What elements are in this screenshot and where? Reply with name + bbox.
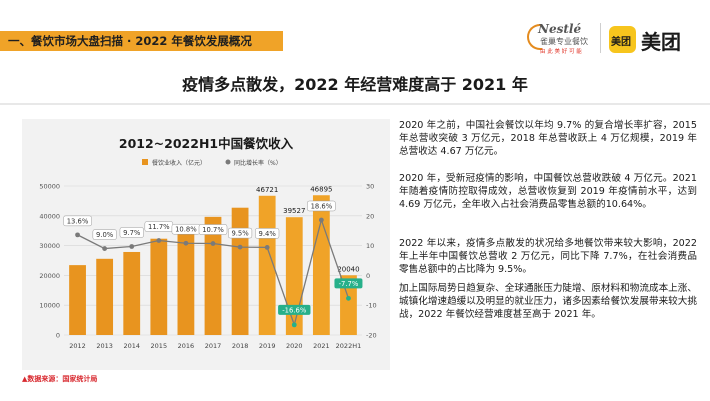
bar — [177, 228, 195, 335]
growth-point — [291, 322, 297, 328]
x-axis-tick: 2015 — [151, 342, 168, 350]
section-header-bar: 一、餐饮市场大盘扫描 · 2022 年餐饮发展概况 — [0, 31, 283, 51]
x-axis-tick: 2013 — [96, 342, 113, 350]
bar — [312, 195, 330, 335]
meituan-logo-text: 美团 — [641, 30, 681, 54]
x-axis-tick: 2018 — [232, 342, 249, 350]
logo-divider — [600, 23, 601, 53]
nestle-logo: Nestlé 雀巢专业餐饮 由 此 美 好 可 能 — [527, 22, 589, 55]
bar — [231, 207, 249, 335]
right-axis-tick: 10 — [366, 242, 374, 250]
legend-bar-label: 餐饮业收入（亿元） — [152, 159, 206, 167]
paragraph-1: 2020 年之前，中国社会餐饮以年均 9.7% 的复合增长率扩容，2015 年总… — [399, 120, 697, 157]
chart-title: 2012~2022H1中国餐饮收入 — [119, 136, 294, 151]
nestle-subtitle: 雀巢专业餐饮 — [540, 37, 588, 46]
growth-data-label: 10.7% — [202, 226, 224, 234]
bar — [285, 217, 303, 335]
bar-data-label: 39527 — [283, 207, 305, 215]
growth-label-box — [255, 228, 280, 239]
x-axis-tick: 2017 — [205, 342, 222, 350]
bar — [150, 238, 168, 335]
growth-data-label: 13.6% — [67, 217, 89, 225]
bar — [340, 275, 357, 335]
growth-point — [210, 241, 216, 246]
meituan-logo-box: 美团 — [609, 26, 636, 53]
growth-label-box — [63, 215, 92, 227]
growth-point — [346, 295, 351, 301]
growth-label-box — [228, 227, 253, 239]
x-axis-tick: 2022H1 — [336, 342, 362, 350]
left-axis-tick: 10000 — [39, 302, 60, 310]
left-axis-tick: 50000 — [39, 183, 60, 191]
left-axis-tick: 40000 — [39, 212, 60, 220]
growth-point — [264, 244, 270, 250]
growth-data-label: 18.6% — [311, 202, 333, 210]
growth-data-label: 9.4% — [259, 230, 277, 238]
nestle-tagline: 由 此 美 好 可 能 — [540, 49, 582, 55]
bar — [96, 258, 114, 335]
growth-data-label: 11.7% — [148, 223, 170, 231]
x-axis-tick: 2020 — [286, 342, 303, 350]
legend-bar-swatch — [142, 159, 148, 165]
growth-point — [129, 244, 135, 249]
growth-data-label: 10.8% — [175, 226, 197, 234]
bar — [204, 216, 222, 335]
right-axis-tick: 20 — [366, 212, 374, 220]
growth-point — [156, 238, 162, 243]
paragraph-2: 2020 年，受新冠疫情的影响，中国餐饮总营收跌破 4 万亿元。2021 年随着… — [399, 173, 697, 210]
header-divider — [0, 103, 710, 105]
growth-data-label: 9.5% — [231, 230, 249, 238]
x-axis-tick: 2012 — [69, 342, 86, 350]
growth-data-label: -7.7% — [339, 280, 359, 288]
growth-point — [318, 217, 324, 223]
nestle-ring-icon — [527, 24, 542, 50]
left-axis-tick: 0 — [56, 332, 60, 340]
paragraph-4: 加上国际局势日趋复杂、全球通胀压力陡增、原材料和物流成本上涨、城镇化增速趋缓以及… — [399, 283, 697, 320]
meituan-box-text: 美团 — [611, 37, 631, 48]
data-source: ▲数据来源：国家统计局 — [22, 375, 98, 383]
growth-label-box — [334, 278, 363, 289]
growth-label-box — [92, 229, 117, 240]
legend-line-label: 同比增长率（%） — [234, 159, 282, 167]
growth-point — [75, 232, 80, 238]
x-axis-tick: 2014 — [123, 342, 140, 350]
growth-label-box — [198, 224, 228, 235]
growth-point — [102, 246, 108, 251]
section-title: 一、餐饮市场大盘扫描 · 2022 年餐饮发展概况 — [8, 34, 252, 48]
bar — [69, 265, 86, 335]
x-axis-tick: 2019 — [259, 342, 276, 350]
growth-point — [183, 240, 189, 246]
right-axis-tick: 0 — [366, 272, 370, 280]
bar-data-label: 46895 — [310, 185, 332, 193]
bar — [123, 251, 141, 335]
right-axis-tick: 30 — [366, 183, 374, 191]
x-axis-tick: 2021 — [313, 342, 330, 350]
growth-data-label: 9.0% — [96, 231, 114, 239]
legend-line-swatch — [225, 159, 231, 165]
left-axis-tick: 30000 — [39, 242, 60, 250]
bar-data-label: 20040 — [337, 265, 359, 273]
growth-data-label: -16.6% — [282, 306, 307, 314]
right-axis-tick: -20 — [366, 332, 377, 340]
page-headline: 疫情多点散发，2022 年经营难度高于 2021 年 — [182, 75, 528, 94]
growth-label-box — [307, 200, 336, 212]
growth-label-box — [119, 227, 144, 238]
growth-label-box — [278, 304, 311, 315]
growth-point — [237, 244, 243, 250]
nestle-wordmark: Nestlé — [538, 22, 582, 36]
right-axis-tick: -10 — [366, 302, 377, 310]
growth-data-label: 9.7% — [123, 229, 141, 237]
left-axis-tick: 20000 — [39, 272, 60, 280]
bar-data-label: 46721 — [256, 186, 278, 194]
paragraph-3: 2022 年以来，疫情多点散发的状况给多地餐饮带来较大影响，2022 年上半年中… — [399, 238, 697, 275]
x-axis-tick: 2016 — [178, 342, 195, 350]
